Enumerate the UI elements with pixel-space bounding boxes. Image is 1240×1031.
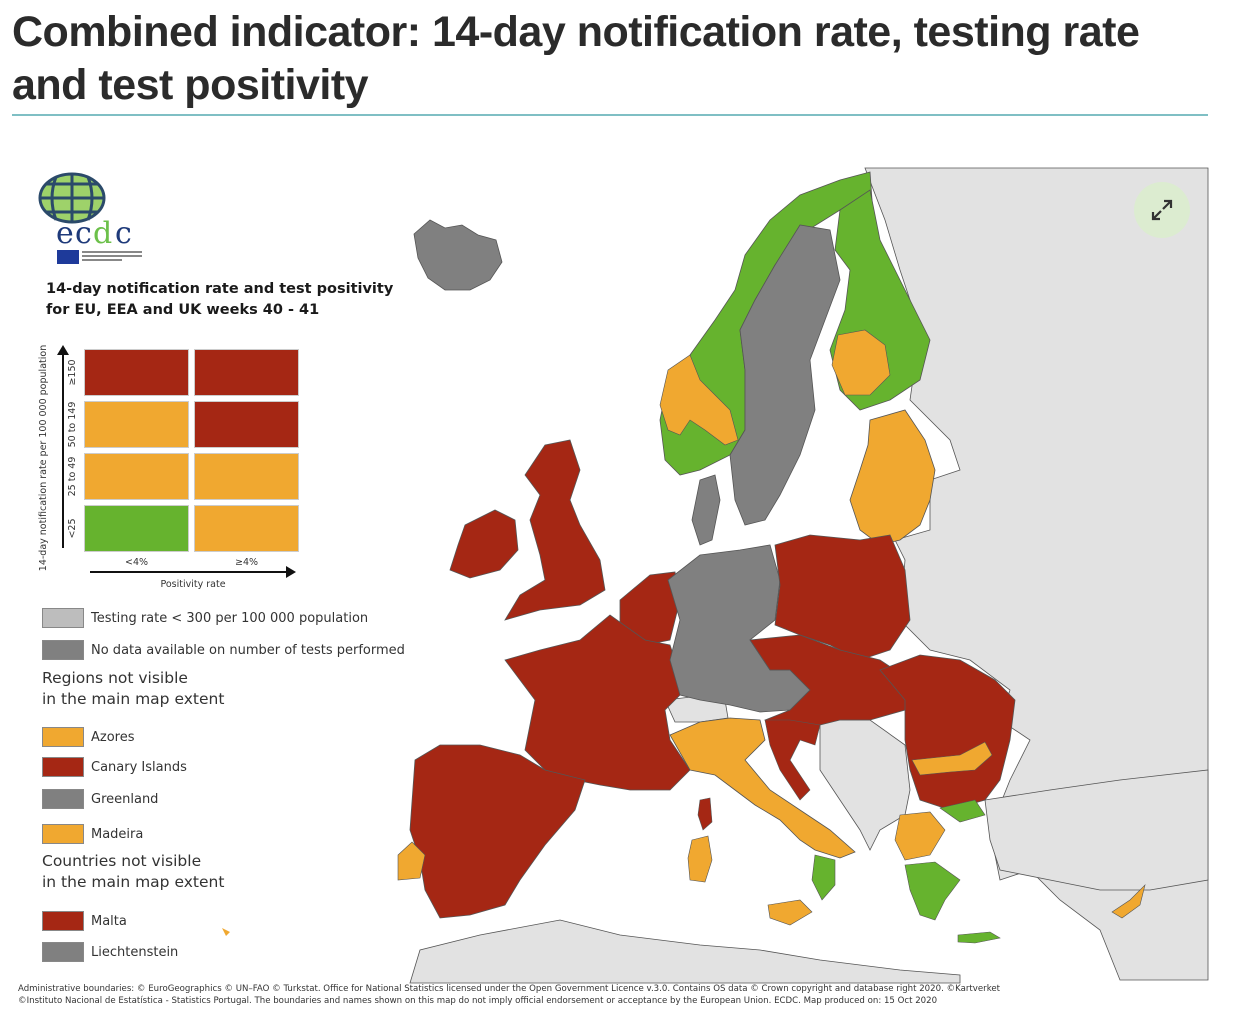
y-axis-arrow (57, 345, 69, 355)
region-small-islands (222, 928, 230, 936)
matrix-cell (84, 505, 189, 552)
region-finland-orange (831, 329, 891, 396)
ecdc-logo: e c d c (30, 170, 160, 270)
region-croatia (764, 719, 821, 801)
matrix-cell (194, 349, 299, 396)
region-turkey (984, 769, 1209, 891)
regions-heading-line2: in the main map extent (42, 690, 225, 708)
legend-label: Azores (91, 729, 135, 745)
x-axis-label: Positivity rate (160, 579, 226, 590)
y-tick: ≥150 (67, 359, 78, 386)
y-tick: 25 to 49 (67, 456, 78, 497)
title-divider (12, 114, 1208, 116)
region-ireland (449, 509, 519, 579)
legend-item-testing-rate: Testing rate < 300 per 100 000 populatio… (42, 607, 368, 629)
svg-text:e: e (56, 216, 74, 251)
svg-text:c: c (75, 216, 92, 251)
legend-swatch (42, 608, 84, 628)
matrix-cell (84, 349, 189, 396)
regions-heading: Regions not visible in the main map exte… (42, 668, 224, 710)
expand-button[interactable] (1134, 182, 1190, 238)
y-tick: <25 (67, 518, 78, 539)
y-axis-line (62, 352, 64, 548)
region-spain (409, 744, 586, 919)
footer-line1: Administrative boundaries: © EuroGeograp… (18, 984, 1001, 994)
matrix-cell (84, 401, 189, 448)
region-sweden (729, 224, 841, 526)
ecdc-globe-icon: e c d c (38, 172, 142, 264)
legend-item-liechtenstein: Liechtenstein (42, 941, 178, 963)
legend-swatch (42, 757, 84, 777)
legend-label: Greenland (91, 791, 159, 807)
region-norway-south-orange (659, 354, 739, 446)
region-greece-orange (894, 811, 946, 861)
x-tick: <4% (124, 557, 149, 568)
region-portugal-orange (397, 841, 426, 881)
legend-swatch (42, 789, 84, 809)
legend-swatch (42, 942, 84, 962)
expand-icon (1151, 199, 1173, 221)
legend-label: No data available on number of tests per… (91, 642, 405, 658)
region-baltics (849, 409, 936, 546)
footer-attribution: Administrative boundaries: © EuroGeograp… (18, 984, 1218, 1007)
y-axis-label: 14-day notification rate per 100 000 pop… (38, 344, 49, 572)
legend-item-no-data: No data available on number of tests per… (42, 639, 405, 661)
legend-swatch (42, 911, 84, 931)
region-romania-bulgaria (879, 654, 1016, 811)
svg-text:d: d (93, 216, 112, 251)
matrix-cell (194, 505, 299, 552)
page-title: Combined indicator: 14-day notification … (12, 8, 1140, 109)
legend-swatch (42, 824, 84, 844)
matrix-cell (194, 401, 299, 448)
region-denmark (691, 474, 721, 546)
region-sardinia (687, 835, 713, 883)
region-corsica (697, 797, 713, 831)
legend-label: Liechtenstein (91, 944, 179, 960)
region-greece-green (904, 861, 961, 921)
region-poland (774, 534, 911, 661)
y-tick: 50 to 149 (67, 401, 78, 448)
svg-text:c: c (115, 216, 132, 251)
region-cyprus (1111, 884, 1146, 919)
region-italy (669, 717, 856, 859)
matrix-cell (194, 453, 299, 500)
region-north-africa (409, 919, 961, 984)
region-bulgaria-orange (911, 741, 993, 776)
legend-swatch (42, 727, 84, 747)
region-iceland (413, 219, 503, 291)
legend-title-line2: for EU, EEA and UK weeks 40 - 41 (46, 302, 320, 318)
footer-line2: ©Instituto Nacional de Estatística - Sta… (18, 995, 938, 1006)
region-crete (957, 931, 1001, 944)
x-axis-line (90, 571, 288, 573)
regions-heading-line1: Regions not visible (42, 669, 188, 687)
region-uk (504, 439, 606, 621)
region-russia (864, 167, 1209, 981)
legend-title: 14-day notification rate and test positi… (46, 279, 393, 321)
countries-heading-line1: Countries not visible (42, 852, 202, 870)
legend-label: Testing rate < 300 per 100 000 populatio… (91, 610, 369, 626)
legend-title-line1: 14-day notification rate and test positi… (46, 281, 394, 297)
legend-item-malta: Malta (42, 910, 127, 932)
legend-item-madeira: Madeira (42, 823, 143, 845)
countries-heading: Countries not visible in the main map ex… (42, 851, 224, 893)
legend-item-canary-islands: Canary Islands (42, 756, 187, 778)
legend-label: Malta (91, 913, 127, 929)
region-italy-south-green (811, 854, 836, 901)
legend-swatch (42, 640, 84, 660)
legend-matrix (84, 349, 302, 554)
legend-label: Canary Islands (91, 759, 187, 775)
legend-item-greenland: Greenland (42, 788, 158, 810)
countries-heading-line2: in the main map extent (42, 873, 225, 891)
x-tick: ≥4% (234, 557, 259, 568)
legend-label: Madeira (91, 826, 144, 842)
region-balkans-non-eu (819, 719, 911, 851)
region-greece-north-green (939, 799, 986, 823)
legend-item-azores: Azores (42, 726, 135, 748)
x-axis-arrow (286, 566, 296, 578)
region-sicily (767, 899, 813, 926)
matrix-cell (84, 453, 189, 500)
